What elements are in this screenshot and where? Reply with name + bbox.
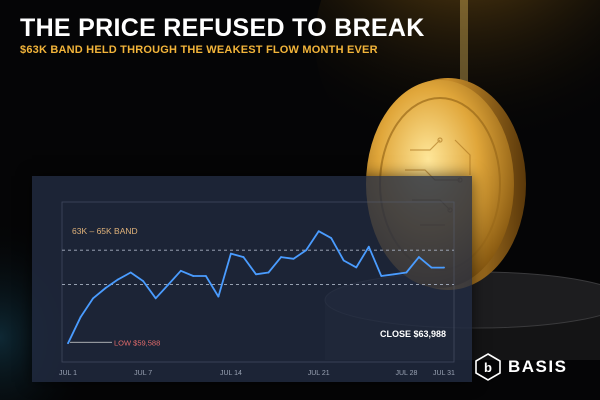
band-label: 63K – 65K BAND [72,226,138,236]
data-point [292,257,295,260]
x-tick-label: JUL 1 [59,370,77,377]
data-point [142,280,145,283]
x-tick-label: JUL 7 [134,370,152,377]
data-point [204,275,207,277]
page-title: THE PRICE REFUSED TO BREAK [20,14,425,42]
price-series-line [67,230,444,344]
x-tick-label: JUL 31 [433,370,455,377]
data-point [217,295,220,298]
data-point [179,269,182,272]
data-point [443,266,445,269]
page-subtitle: $63K BAND HELD THROUGH THE WEAKEST FLOW … [20,44,378,56]
basis-logo-icon: b [475,353,501,381]
data-point [67,342,69,345]
data-point [418,256,420,258]
data-point [255,273,257,276]
data-point [317,230,320,233]
data-point [380,275,383,277]
x-tick-label: JUL 28 [395,370,417,377]
data-point [92,297,94,300]
data-point [129,271,132,274]
low-annotation: LOW $59,588 [114,338,160,347]
data-point [405,271,408,274]
data-point [305,249,308,252]
plot-frame [61,201,455,363]
brand: b BASIS [474,352,567,382]
data-point [154,297,157,300]
svg-text:b: b [484,360,492,375]
data-point [330,237,333,240]
data-point [104,287,107,289]
data-point [430,266,433,269]
data-point [367,245,370,248]
data-point [280,256,282,258]
data-point [230,252,232,255]
x-tick-label: JUL 21 [308,370,330,377]
data-point [392,273,395,276]
data-point [79,316,82,319]
x-tick-label: JUL 14 [220,370,242,377]
data-point [267,271,270,274]
close-annotation: CLOSE $63,988 [380,329,446,339]
data-point [192,275,195,277]
chart-panel [32,176,472,382]
brand-name: BASIS [508,357,568,376]
data-point [342,259,345,262]
data-point [117,278,120,281]
data-point [355,266,358,269]
data-point [242,256,245,258]
data-point [167,283,170,286]
